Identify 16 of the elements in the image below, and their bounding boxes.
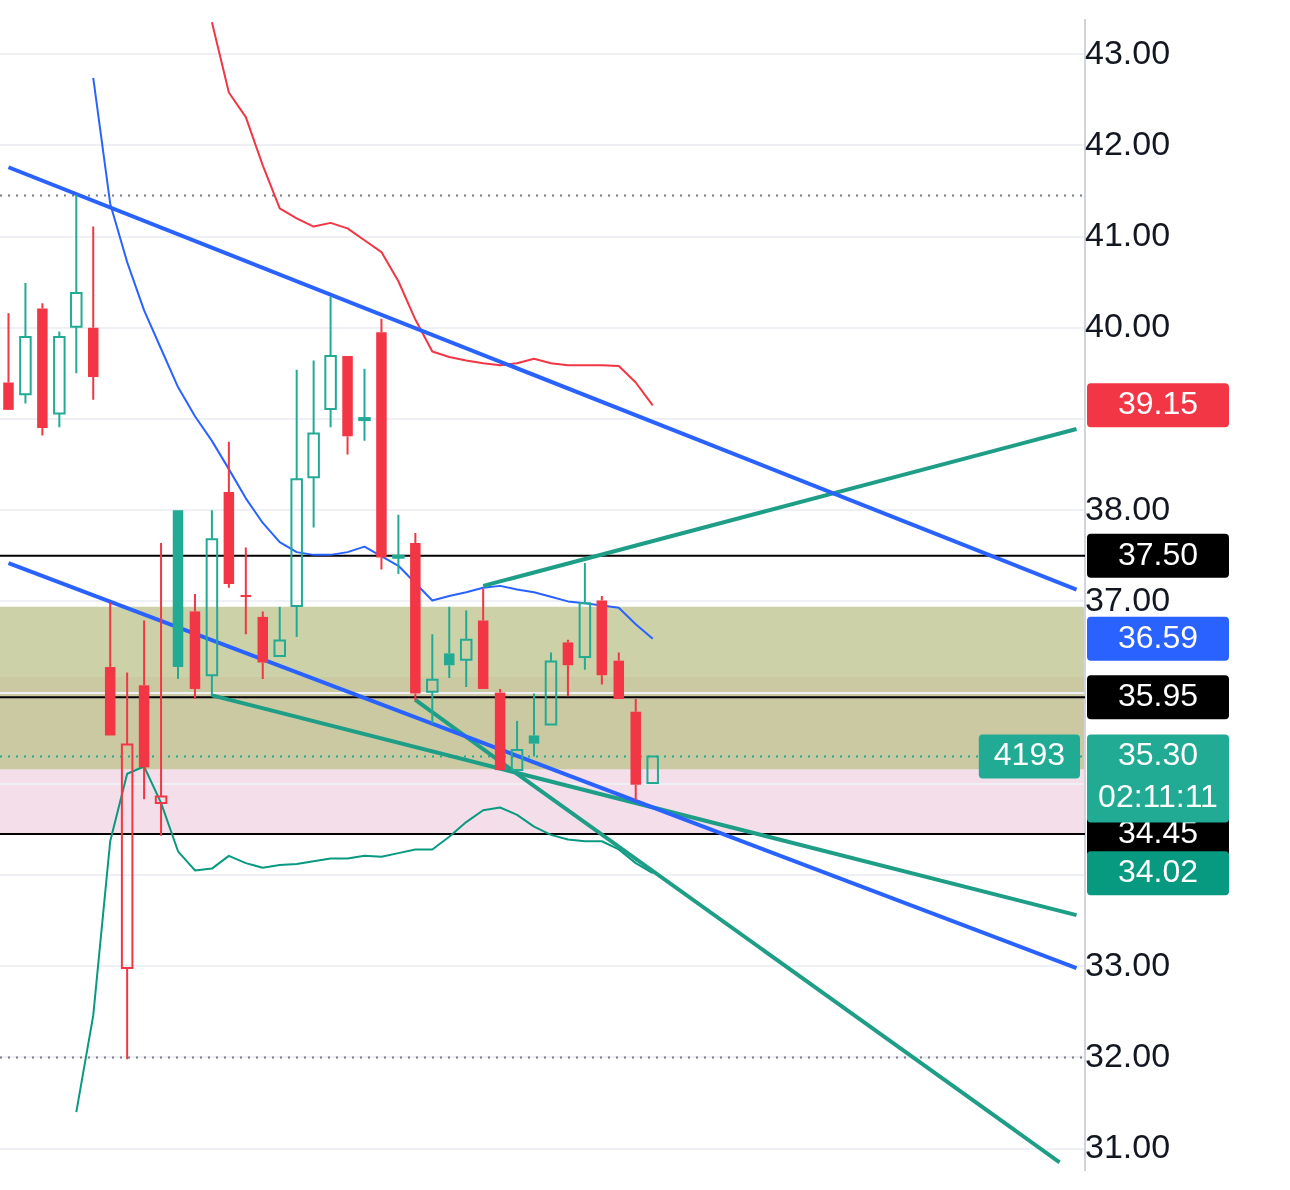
y-tick-label: 31.00: [1084, 1127, 1171, 1165]
y-tick-label: 37.00: [1084, 579, 1171, 618]
y-tick-label: 43.00: [1084, 32, 1171, 71]
text: 34.02: [1117, 853, 1199, 890]
ref-line-label: 37.50: [1117, 535, 1199, 572]
y-tick-label: 42.00: [1084, 123, 1171, 162]
y-tick-label: 40.00: [1084, 306, 1171, 345]
text: 39.15: [1117, 385, 1199, 422]
y-tick-label: 38.00: [1084, 488, 1171, 527]
annotation: 4193: [993, 736, 1065, 773]
y-tick-label: 33.00: [1084, 944, 1171, 983]
y-tick-label: 41.00: [1084, 214, 1171, 253]
ref-line-label: 35.30 02:11:11: [1098, 736, 1218, 815]
y-tick-label: 32.00: [1084, 1035, 1171, 1074]
text: 36.59: [1117, 618, 1199, 655]
ref-line-label: 35.95: [1117, 676, 1199, 713]
